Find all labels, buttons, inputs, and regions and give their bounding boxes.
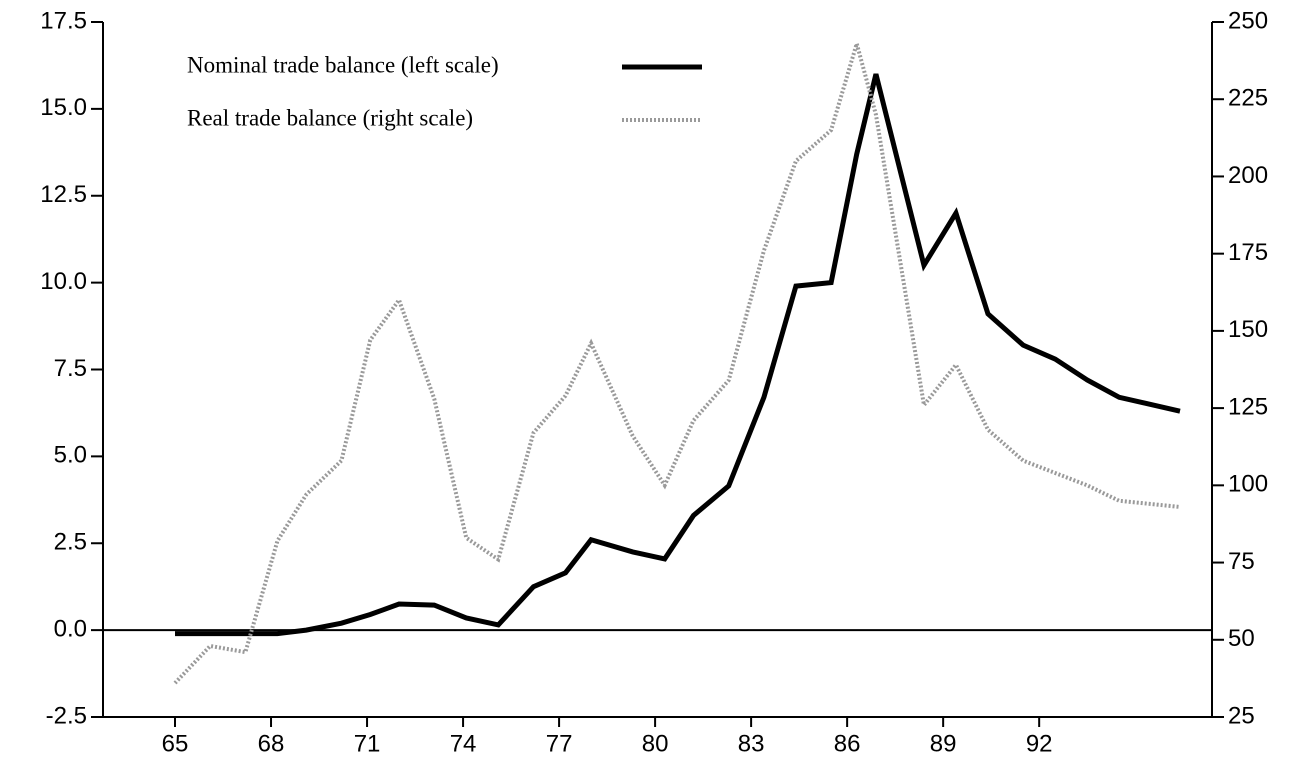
y2-tick-label: 150: [1228, 316, 1268, 343]
y2-tick-label: 250: [1228, 7, 1268, 34]
y2-tick-label: 225: [1228, 85, 1268, 112]
y2-tick-label: 25: [1228, 702, 1255, 729]
y-tick-label: 2.5: [54, 529, 87, 556]
y-tick-label: 12.5: [40, 181, 87, 208]
y-tick-label: 0.0: [54, 615, 87, 642]
y-tick-label: 10.0: [40, 268, 87, 295]
y-tick-label: 5.0: [54, 442, 87, 469]
series-line: [173, 36, 1181, 685]
x-tick-label: 77: [546, 730, 573, 757]
y-tick-label: 15.0: [40, 94, 87, 121]
x-tick-label: 68: [258, 730, 285, 757]
y2-tick-label: 75: [1228, 548, 1255, 575]
x-tick-label: 92: [1026, 730, 1053, 757]
x-tick-label: 89: [930, 730, 957, 757]
x-tick-label: 65: [162, 730, 189, 757]
x-tick-label: 74: [450, 730, 477, 757]
y2-tick-label: 100: [1228, 471, 1268, 498]
y-tick-label: 17.5: [40, 7, 87, 34]
x-tick-label: 86: [834, 730, 861, 757]
y2-tick-label: 50: [1228, 625, 1255, 652]
x-tick-label: 83: [738, 730, 765, 757]
x-tick-label: 71: [354, 730, 381, 757]
y2-tick-label: 125: [1228, 393, 1268, 420]
legend-label: Real trade balance (right scale): [187, 105, 473, 130]
y-tick-label: 7.5: [54, 355, 87, 382]
y2-tick-label: 175: [1228, 239, 1268, 266]
legend-label: Nominal trade balance (left scale): [187, 52, 499, 77]
series-line: [175, 73, 1181, 637]
y2-tick-label: 200: [1228, 162, 1268, 189]
x-tick-label: 80: [642, 730, 669, 757]
y-tick-label: -2.5: [46, 702, 87, 729]
